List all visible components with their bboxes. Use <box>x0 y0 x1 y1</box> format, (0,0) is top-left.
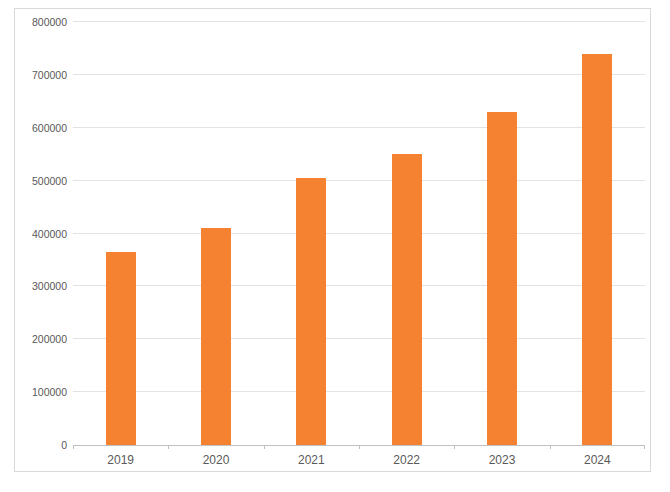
plot-area: 0100000200000300000400000500000600000700… <box>73 22 645 445</box>
x-axis-tick-mark <box>454 445 455 449</box>
gridline <box>73 127 645 128</box>
gridline <box>73 285 645 286</box>
y-axis-tick-label: 600000 <box>3 123 67 133</box>
gridline <box>73 74 645 75</box>
x-axis-label-2024: 2024 <box>550 453 645 467</box>
x-axis-label-2019: 2019 <box>73 453 168 467</box>
x-axis-tick-mark <box>550 445 551 449</box>
bar-2024[interactable] <box>582 54 612 445</box>
y-axis-tick-label: 700000 <box>3 70 67 80</box>
gridline <box>73 391 645 392</box>
bar-2019[interactable] <box>106 252 136 445</box>
bar-2020[interactable] <box>201 228 231 445</box>
bar-2023[interactable] <box>487 112 517 445</box>
x-axis-label-2021: 2021 <box>264 453 359 467</box>
gridline <box>73 21 645 22</box>
x-axis-tick-mark <box>644 445 645 449</box>
y-axis-tick-label: 300000 <box>3 281 67 291</box>
x-axis-tick-mark <box>168 445 169 449</box>
y-axis-tick-label: 100000 <box>3 387 67 397</box>
gridline <box>73 180 645 181</box>
gridline <box>73 233 645 234</box>
bar-chart-figure: 0 100000 200000 300000 400000 500000 600000 700… <box>0 0 670 492</box>
x-axis-label-2020: 2020 <box>168 453 263 467</box>
bar-2021[interactable] <box>296 178 326 445</box>
x-axis-label-2023: 2023 <box>454 453 549 467</box>
x-axis-tick-mark <box>359 445 360 449</box>
x-axis-tick-mark <box>264 445 265 449</box>
y-axis-tick-label: 500000 <box>3 176 67 186</box>
y-axis-tick-label: 0 <box>3 440 67 450</box>
x-axis-label-2022: 2022 <box>359 453 454 467</box>
gridline <box>73 338 645 339</box>
y-axis-tick-label: 200000 <box>3 334 67 344</box>
y-axis-tick-label: 400000 <box>3 229 67 239</box>
bar-2022[interactable] <box>392 154 422 445</box>
x-axis-tick-mark <box>73 445 74 449</box>
y-axis-tick-label: 800000 <box>3 17 67 27</box>
